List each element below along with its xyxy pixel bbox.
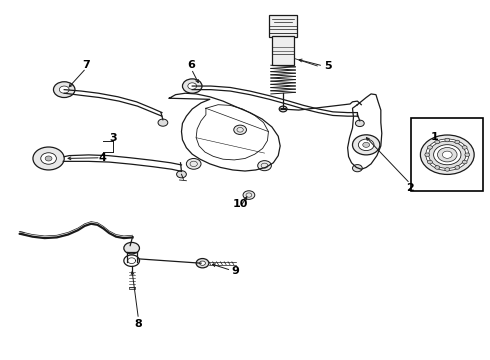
Circle shape — [429, 141, 466, 168]
Circle shape — [455, 140, 460, 144]
Circle shape — [445, 168, 450, 171]
Circle shape — [352, 165, 362, 172]
Circle shape — [462, 145, 467, 149]
Circle shape — [427, 160, 432, 164]
Circle shape — [176, 171, 186, 178]
Text: 9: 9 — [231, 266, 239, 276]
Circle shape — [358, 139, 374, 150]
Circle shape — [352, 135, 380, 155]
Circle shape — [462, 160, 467, 164]
Circle shape — [59, 86, 69, 93]
Circle shape — [442, 151, 452, 158]
Text: 2: 2 — [406, 183, 414, 193]
Circle shape — [363, 142, 369, 147]
Circle shape — [465, 153, 470, 157]
Circle shape — [427, 145, 432, 149]
Text: 6: 6 — [187, 60, 195, 70]
Circle shape — [438, 148, 457, 162]
Circle shape — [435, 140, 440, 144]
Text: 4: 4 — [98, 153, 106, 163]
Circle shape — [234, 125, 246, 134]
Circle shape — [435, 166, 440, 169]
Circle shape — [258, 161, 271, 171]
Circle shape — [188, 83, 196, 89]
Circle shape — [158, 119, 168, 126]
Circle shape — [425, 153, 430, 157]
Text: 8: 8 — [135, 319, 143, 329]
Circle shape — [199, 261, 205, 265]
Circle shape — [182, 79, 202, 93]
Bar — [411, 118, 484, 192]
Text: 10: 10 — [232, 199, 248, 210]
Bar — [272, 36, 294, 65]
Bar — [129, 287, 135, 289]
Text: 5: 5 — [324, 61, 332, 71]
Circle shape — [426, 139, 469, 171]
Text: 3: 3 — [109, 133, 117, 143]
Circle shape — [455, 166, 460, 169]
Circle shape — [33, 147, 64, 170]
Circle shape — [53, 82, 75, 98]
Circle shape — [279, 106, 287, 112]
Text: 7: 7 — [82, 60, 90, 70]
Circle shape — [355, 120, 364, 127]
Circle shape — [196, 258, 209, 268]
Circle shape — [243, 191, 255, 199]
Circle shape — [186, 158, 201, 169]
Circle shape — [124, 242, 140, 254]
Bar — [270, 15, 297, 37]
Circle shape — [420, 135, 474, 175]
Circle shape — [434, 145, 461, 165]
Text: 1: 1 — [430, 132, 438, 142]
Circle shape — [41, 153, 56, 164]
Circle shape — [445, 138, 450, 142]
Circle shape — [45, 156, 52, 161]
